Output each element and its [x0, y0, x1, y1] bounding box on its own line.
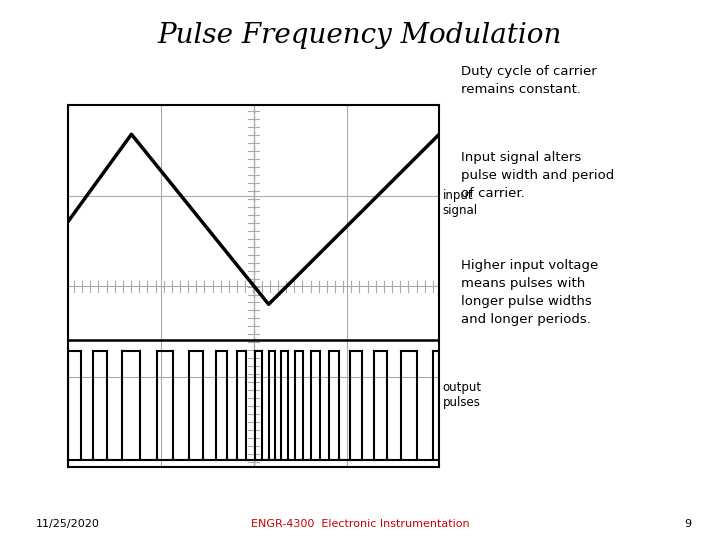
Text: Input signal alters
pulse width and period
of carrier.: Input signal alters pulse width and peri…	[461, 151, 614, 200]
Text: Duty cycle of carrier
remains constant.: Duty cycle of carrier remains constant.	[461, 65, 597, 96]
Text: ENGR-4300  Electronic Instrumentation: ENGR-4300 Electronic Instrumentation	[251, 519, 469, 529]
Text: output
pulses: output pulses	[443, 381, 482, 409]
Text: Pulse Frequency Modulation: Pulse Frequency Modulation	[158, 22, 562, 49]
Text: 11/25/2020: 11/25/2020	[36, 519, 100, 529]
Text: input
signal: input signal	[443, 189, 478, 217]
Text: 9: 9	[684, 519, 691, 529]
Text: Higher input voltage
means pulses with
longer pulse widths
and longer periods.: Higher input voltage means pulses with l…	[461, 259, 598, 326]
